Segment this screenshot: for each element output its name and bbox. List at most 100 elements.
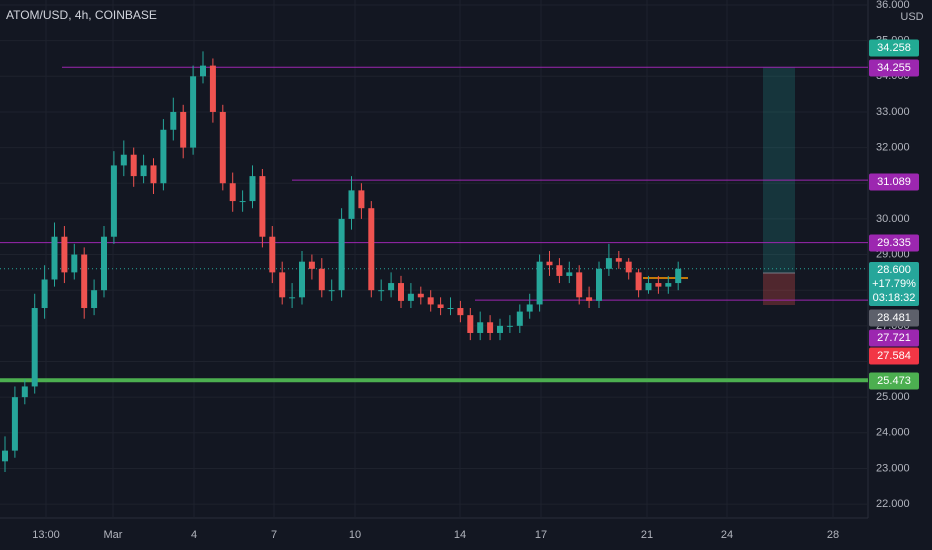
candle-body <box>219 111 226 184</box>
candle-body <box>41 279 48 309</box>
candle-body <box>249 176 256 202</box>
candle-body <box>596 268 602 301</box>
candle-body <box>71 254 78 273</box>
level-badge-bg <box>869 173 919 191</box>
candle-body <box>605 258 612 269</box>
candle-body <box>546 261 553 266</box>
y-tick-label: 24.000 <box>876 427 910 439</box>
y-tick-label: 36.000 <box>876 0 910 11</box>
level-badge: 29.335 <box>877 237 911 249</box>
candle-body <box>407 293 414 301</box>
candle-body <box>140 165 147 177</box>
candle-body <box>506 325 513 327</box>
x-tick-label: Mar <box>104 529 123 541</box>
stop-badge-bg <box>869 347 919 365</box>
x-tick-label: 7 <box>271 529 277 541</box>
candle-body <box>120 154 127 166</box>
candle-body <box>487 322 494 333</box>
x-tick-label: 10 <box>349 529 361 541</box>
candle-body <box>289 297 296 299</box>
chart-title: ATOM/USD, 4h, COINBASE <box>6 8 157 22</box>
candle-body <box>239 201 246 203</box>
grid <box>0 0 868 518</box>
y-tick-label: 25.000 <box>876 391 910 403</box>
entry-badge-bg <box>869 309 919 327</box>
level-badge-bg <box>869 372 919 390</box>
level-badge-bg <box>869 329 919 347</box>
x-tick-label: 21 <box>641 529 653 541</box>
level-badge: 27.721 <box>877 332 911 344</box>
candle-body <box>467 315 474 333</box>
candle-body <box>2 450 8 462</box>
candle-body <box>308 261 315 269</box>
candle-body <box>11 397 18 451</box>
level-badge: 34.255 <box>877 62 911 74</box>
candle-body <box>110 165 117 237</box>
candle-body <box>457 308 464 316</box>
last-price-badge: 28.600 <box>877 264 911 276</box>
target-badge: 34.258 <box>877 42 911 54</box>
candle-body <box>170 111 177 130</box>
candle-body <box>299 261 305 298</box>
candle-body <box>368 208 375 291</box>
level-badge: 31.089 <box>877 176 911 188</box>
candle-body <box>378 290 385 292</box>
x-tick-label: 14 <box>454 529 466 541</box>
candle-body <box>91 290 98 309</box>
candle-body <box>655 283 662 287</box>
last-price-change: +17.79% <box>872 278 916 290</box>
candle-body <box>497 325 503 333</box>
x-tick-label: 17 <box>535 529 547 541</box>
entry-badge: 28.481 <box>877 312 911 324</box>
y-tick-label: 30.000 <box>876 213 910 225</box>
x-tick-label: 28 <box>827 529 839 541</box>
candle-body <box>358 190 365 209</box>
candle-body <box>328 290 335 292</box>
candle-body <box>427 297 434 305</box>
candle-body <box>348 190 355 219</box>
candle-body <box>417 293 424 298</box>
last-price-badge-bg <box>869 262 919 306</box>
position-profit-zone <box>763 67 795 274</box>
candle-body <box>160 129 167 184</box>
candle-body <box>51 236 58 280</box>
y-tick-label: 22.000 <box>876 498 910 510</box>
x-tick-label: 24 <box>721 529 733 541</box>
axis: 22.00023.00024.00025.00026.00027.00028.0… <box>32 0 919 541</box>
candle-body <box>259 176 266 237</box>
candle-body <box>180 111 187 148</box>
x-tick-label: 13:00 <box>32 529 60 541</box>
candle-body <box>229 183 236 202</box>
candle-body <box>398 283 404 301</box>
candle-body <box>526 304 533 312</box>
candle-body <box>338 218 345 291</box>
level-badge-bg <box>869 234 919 252</box>
level-badge: 25.473 <box>877 375 911 387</box>
candle-body <box>318 268 325 291</box>
candle-body <box>447 308 454 310</box>
candle-body <box>21 386 28 398</box>
x-tick-label: 4 <box>191 529 197 541</box>
candle-body <box>516 311 523 326</box>
candle-body <box>101 236 107 291</box>
y-tick-label: 32.000 <box>876 141 910 153</box>
bar-countdown: 03:18:32 <box>873 292 916 304</box>
candle-body <box>665 283 672 287</box>
candle-body <box>190 76 197 148</box>
candle-body <box>556 265 563 276</box>
candle-body <box>536 261 543 305</box>
candle-body <box>200 65 206 77</box>
candle-body <box>625 261 632 273</box>
y-tick-label: 23.000 <box>876 462 910 474</box>
candle-body <box>576 272 583 298</box>
candle-body <box>566 272 573 276</box>
plot <box>0 51 868 473</box>
level-badge-bg <box>869 59 919 77</box>
candle-body <box>209 65 216 112</box>
candle-body <box>269 236 276 273</box>
candle-body <box>388 283 395 291</box>
target-badge-bg <box>869 39 919 57</box>
candle-body <box>437 304 444 309</box>
